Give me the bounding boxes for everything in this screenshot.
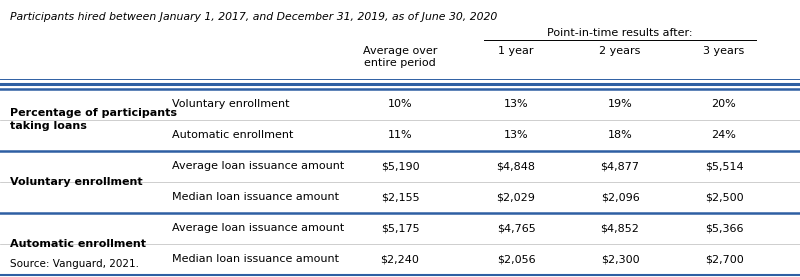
Text: $2,096: $2,096 — [601, 192, 639, 202]
Text: 18%: 18% — [608, 130, 632, 140]
Text: $4,848: $4,848 — [497, 161, 535, 171]
Text: $5,175: $5,175 — [381, 223, 419, 233]
Text: Average loan issuance amount: Average loan issuance amount — [172, 161, 344, 171]
Text: $2,155: $2,155 — [381, 192, 419, 202]
Text: 13%: 13% — [504, 130, 528, 140]
Text: Voluntary enrollment: Voluntary enrollment — [172, 99, 290, 109]
Text: 19%: 19% — [608, 99, 632, 109]
Text: 2 years: 2 years — [599, 46, 641, 56]
Text: $5,514: $5,514 — [705, 161, 743, 171]
Text: Median loan issuance amount: Median loan issuance amount — [172, 254, 339, 264]
Text: Percentage of participants
taking loans: Percentage of participants taking loans — [10, 109, 177, 131]
Text: 13%: 13% — [504, 99, 528, 109]
Text: $2,240: $2,240 — [381, 254, 419, 264]
Text: Median loan issuance amount: Median loan issuance amount — [172, 192, 339, 202]
Text: Automatic enrollment: Automatic enrollment — [172, 130, 294, 140]
Text: $2,300: $2,300 — [601, 254, 639, 264]
Text: 11%: 11% — [388, 130, 412, 140]
Text: 10%: 10% — [388, 99, 412, 109]
Text: $2,500: $2,500 — [705, 192, 743, 202]
Text: Voluntary enrollment: Voluntary enrollment — [10, 177, 142, 187]
Text: Average loan issuance amount: Average loan issuance amount — [172, 223, 344, 233]
Text: Participants hired between January 1, 2017, and December 31, 2019, as of June 30: Participants hired between January 1, 20… — [10, 12, 497, 22]
Text: 1 year: 1 year — [498, 46, 534, 56]
Text: $2,056: $2,056 — [497, 254, 535, 264]
Text: Automatic enrollment: Automatic enrollment — [10, 239, 146, 249]
Text: $2,700: $2,700 — [705, 254, 743, 264]
Text: $5,190: $5,190 — [381, 161, 419, 171]
Text: 3 years: 3 years — [703, 46, 745, 56]
Text: $5,366: $5,366 — [705, 223, 743, 233]
Text: $4,877: $4,877 — [601, 161, 639, 171]
Text: 20%: 20% — [712, 99, 736, 109]
Text: Point-in-time results after:: Point-in-time results after: — [547, 28, 693, 38]
Text: 24%: 24% — [711, 130, 737, 140]
Text: $2,029: $2,029 — [497, 192, 535, 202]
Text: $4,765: $4,765 — [497, 223, 535, 233]
Text: $4,852: $4,852 — [601, 223, 639, 233]
Text: Average over
entire period: Average over entire period — [363, 46, 437, 68]
Text: Source: Vanguard, 2021.: Source: Vanguard, 2021. — [10, 259, 138, 269]
